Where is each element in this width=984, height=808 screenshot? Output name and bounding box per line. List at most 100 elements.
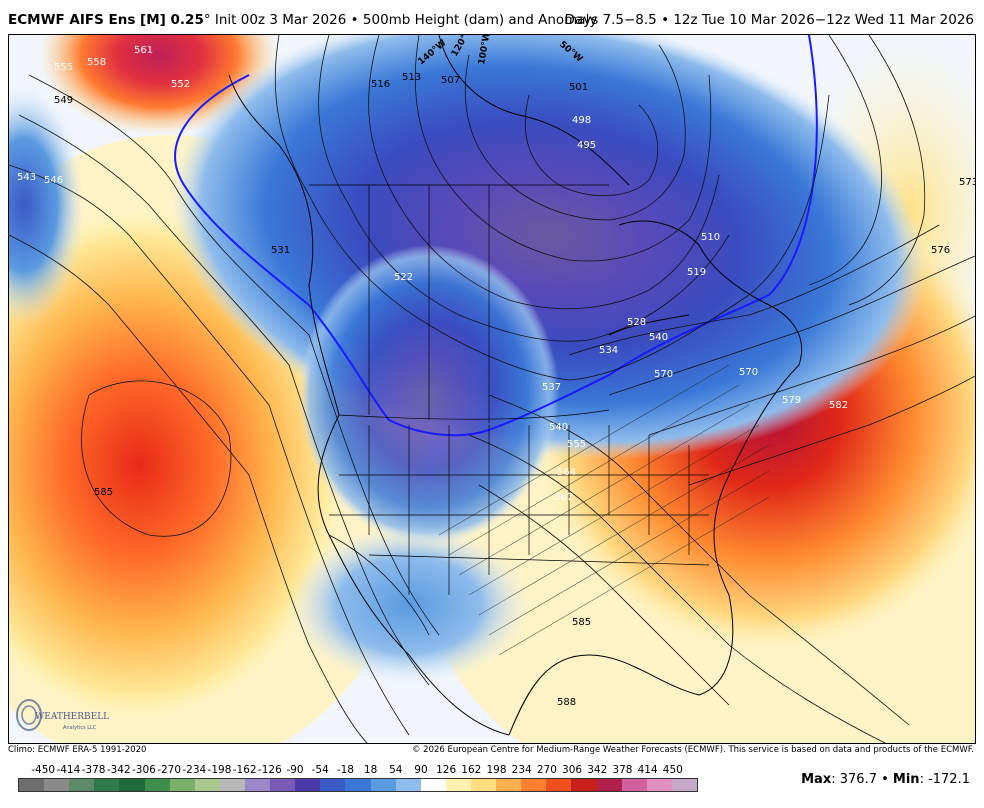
logo-text: WEATHERBELL (35, 712, 109, 722)
colorbar-tick-label: -414 (56, 764, 81, 776)
colorbar-labels: -450 -414 -378 -342 -306 -270 -234 -198 -162 -126… (18, 764, 708, 778)
bullet-separator: • (350, 12, 359, 28)
contour-label: 513 (402, 72, 421, 83)
colorbar-tick-label: 450 (662, 764, 683, 776)
colorbar-tick-label: -378 (81, 764, 106, 776)
colorbar-tick-label: -198 (207, 764, 232, 776)
colorbar-tick-label: -162 (232, 764, 257, 776)
degree-symbol: ° (203, 12, 211, 28)
contour-label: 516 (371, 79, 390, 90)
colorbar-tick-label: -342 (106, 764, 131, 776)
colorbar-tick-label: -90 (286, 764, 304, 776)
model-name: ECMWF AIFS Ens [M] 0.25 (8, 12, 204, 28)
contour-label: 531 (271, 245, 290, 256)
bullet-separator-2: • (661, 12, 670, 28)
colorbar-tick-label: -126 (257, 764, 282, 776)
colorbar-swatch (320, 779, 346, 791)
copyright-note: © 2026 European Centre for Medium-Range … (411, 745, 974, 755)
contour-label: 573 (959, 177, 976, 188)
colorbar-swatch (295, 779, 321, 791)
colorbar-swatch (94, 779, 120, 791)
colorbar-tick-label: -270 (157, 764, 182, 776)
height-contours (9, 35, 975, 743)
logo-subtext: Analytics LLC (63, 725, 97, 731)
colorbar-swatch (270, 779, 296, 791)
contour-label: 549 (54, 95, 73, 106)
min-label: Min (892, 772, 920, 787)
colorbar-swatch (571, 779, 597, 791)
colorbar-swatch (420, 779, 446, 791)
contour-label: 570 (739, 367, 758, 378)
colorbar-swatch (69, 779, 95, 791)
colorbar-tick-label: 342 (587, 764, 608, 776)
contour-label: 588 (557, 697, 576, 708)
colorbar-swatch (596, 779, 622, 791)
colorbar-swatch (470, 779, 497, 791)
colorbar-tick-label: -450 (31, 764, 56, 776)
colorbar-swatch (345, 779, 371, 791)
colorbar-tick-label: 234 (511, 764, 532, 776)
climo-note: Climo: ECMWF ERA-5 1991-2020 (8, 745, 147, 755)
colorbar-tick-label: 306 (562, 764, 583, 776)
min-value: -172.1 (928, 772, 970, 787)
climatology-contour (174, 35, 818, 437)
colorbar-swatch (194, 779, 220, 791)
colorbar-swatch (19, 779, 45, 791)
contour-label: 543 (17, 172, 36, 183)
max-value: 376.7 (839, 772, 877, 787)
colorbar-tick-label: -54 (311, 764, 329, 776)
valid-days: Days 7.5−8.5 (564, 12, 657, 28)
colorbar-swatch (44, 779, 70, 791)
contour-label: 510 (701, 232, 720, 243)
contour-label: 579 (782, 395, 801, 406)
colorbar-swatch (546, 779, 572, 791)
contour-label: 519 (687, 267, 706, 278)
title-bar: ECMWF AIFS Ens [M] 0.25° Init 00z 3 Mar … (8, 8, 978, 32)
colorbar-swatch (370, 779, 396, 791)
colorbar-tick-label: 18 (363, 764, 378, 776)
anomaly-map: 561 558 555 552 549 546 543 540 537 534 … (9, 35, 976, 743)
contour-label: 528 (627, 317, 646, 328)
init-time: Init 00z 3 Mar 2026 (214, 12, 347, 28)
political-borders (309, 184, 710, 636)
contour-label: 558 (87, 57, 106, 68)
coastlines (228, 35, 803, 736)
colorbar-tick-label: 270 (536, 764, 557, 776)
colorbar-swatch (445, 779, 471, 791)
colorbar-swatch (244, 779, 271, 791)
colorbar-swatches (18, 778, 698, 792)
contour-label: 498 (572, 115, 591, 126)
contour-label: 534 (599, 345, 618, 356)
colorbar-swatch (119, 779, 145, 791)
contour-label: 576 (931, 245, 950, 256)
contour-label: 552 (171, 79, 190, 90)
contour-label: 537 (542, 382, 561, 393)
colorbar-tick-label: 198 (486, 764, 507, 776)
cold-anomaly-mexico (289, 525, 529, 685)
max-min-stats: Max: 376.7 • Min: -172.1 (801, 772, 970, 787)
contour-label: 501 (569, 82, 588, 93)
valid-time: 12z Tue 10 Mar 2026−12z Wed 11 Mar 2026 (673, 12, 974, 28)
contour-label: 564 (557, 467, 576, 478)
colorbar-swatch (219, 779, 245, 791)
contour-label: 585 (94, 487, 113, 498)
colorbar-tick-label: -18 (336, 764, 354, 776)
contour-label: 567 (554, 492, 573, 503)
colorbar-swatch (496, 779, 522, 791)
colorbar-tick-label: -234 (182, 764, 207, 776)
colorbar-tick-label: 378 (612, 764, 633, 776)
colorbar-swatch (521, 779, 547, 791)
colorbar-swatch (646, 779, 672, 791)
colorbar-swatch (671, 779, 697, 791)
contour-label: 507 (441, 75, 460, 86)
contour-label: 522 (394, 272, 413, 283)
contour-label: 570 (654, 369, 673, 380)
colorbar-swatch (144, 779, 170, 791)
colorbar-tick-label: 162 (461, 764, 482, 776)
colorbar-tick-label: 126 (436, 764, 457, 776)
product-name: 500mb Height (dam) and Anomaly (362, 12, 598, 28)
cold-anomaly-west-edge (9, 85, 84, 325)
colorbar-swatch (169, 779, 195, 791)
colorbar-swatch (621, 779, 647, 791)
contour-label: 540 (549, 422, 568, 433)
